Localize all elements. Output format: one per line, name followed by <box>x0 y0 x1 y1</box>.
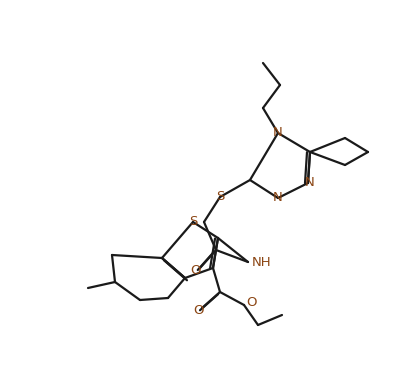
Text: S: S <box>215 191 224 204</box>
Text: O: O <box>193 304 204 317</box>
Text: N: N <box>305 176 314 189</box>
Text: S: S <box>188 216 197 229</box>
Text: N: N <box>273 126 282 140</box>
Text: O: O <box>245 297 256 310</box>
Text: O: O <box>190 263 201 276</box>
Text: NH: NH <box>252 256 271 269</box>
Text: N: N <box>273 191 282 204</box>
